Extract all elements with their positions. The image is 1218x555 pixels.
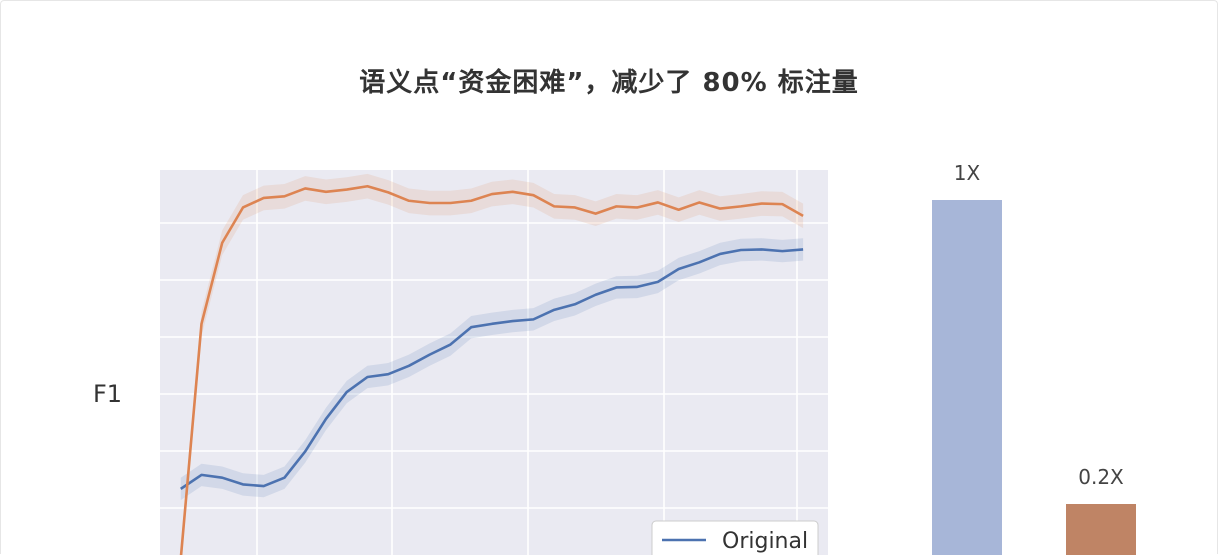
- bar-1: [1066, 504, 1136, 555]
- plot-background: [160, 170, 828, 555]
- legend: Original: [651, 520, 819, 555]
- bar-value-label-1: 0.2X: [1078, 465, 1124, 489]
- bar-value-label-0: 1X: [954, 161, 981, 185]
- chart-title: 语义点“资金困难”，减少了 80% 标注量: [359, 68, 859, 98]
- legend-label-original: Original: [722, 529, 808, 554]
- confidence-bands: [180, 173, 804, 555]
- series-line-1: [179, 184, 804, 555]
- y-axis-label: F1: [93, 380, 123, 408]
- bar-group: 1X 0.2X: [932, 161, 1136, 555]
- series-lines: [179, 184, 804, 555]
- series-band-0: [180, 238, 804, 501]
- series-band-1: [180, 173, 804, 555]
- bar-0: [932, 200, 1002, 555]
- grid-lines: [160, 170, 828, 555]
- legend-box: [651, 520, 819, 555]
- series-line-0: [180, 248, 804, 490]
